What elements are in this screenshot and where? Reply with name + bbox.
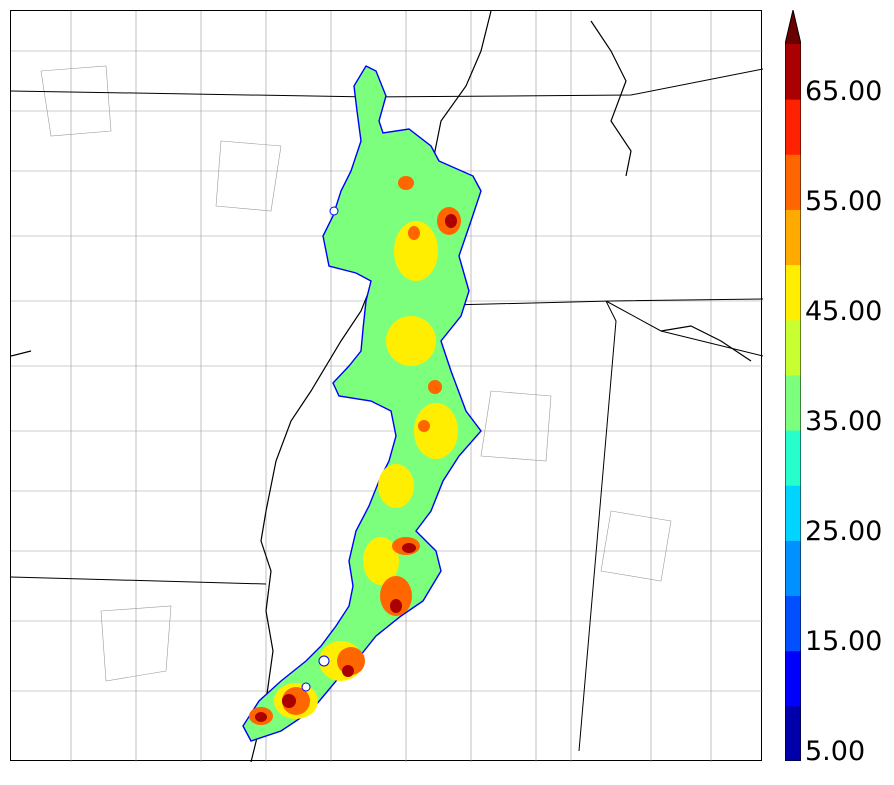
colorbar-label-45: 45.00: [805, 296, 883, 327]
colorbar-bin: [785, 374, 801, 431]
reflectivity-swath: [242, 65, 482, 742]
colorbar-bin: [785, 319, 801, 376]
colorbar-bin: [785, 595, 801, 652]
extreme-cells: [255, 214, 457, 722]
colorbar-bin: [785, 650, 801, 707]
colorbar-label-55: 55.00: [805, 186, 883, 217]
colorbar-outline: [785, 10, 801, 761]
colorbar-bin: [785, 485, 801, 541]
colorbar-label-25: 25.00: [805, 516, 883, 547]
colorbar-bin: [785, 209, 801, 266]
colorbar-label-65: 65.00: [805, 76, 883, 107]
colorbar-bin: [785, 430, 801, 486]
colorbar: [785, 10, 801, 761]
colorbar-bin: [785, 44, 801, 100]
colorbar-bin: [785, 99, 801, 155]
colorbar-label-5: 5.00: [805, 736, 866, 767]
colorbar-bin: [785, 154, 801, 210]
river-lines: [11, 11, 752, 762]
colorbar-label-35: 35.00: [805, 406, 883, 437]
swath-outline: [242, 65, 482, 742]
map-panel: [10, 10, 763, 762]
colorbar-bin: [785, 264, 801, 321]
colorbar-bin: [785, 705, 801, 761]
swath-gaps: [301, 206, 339, 692]
colorbar-bin: [785, 540, 801, 597]
colorbar-label-15: 15.00: [805, 626, 883, 657]
colorbar-extend-arrow: [785, 10, 801, 44]
